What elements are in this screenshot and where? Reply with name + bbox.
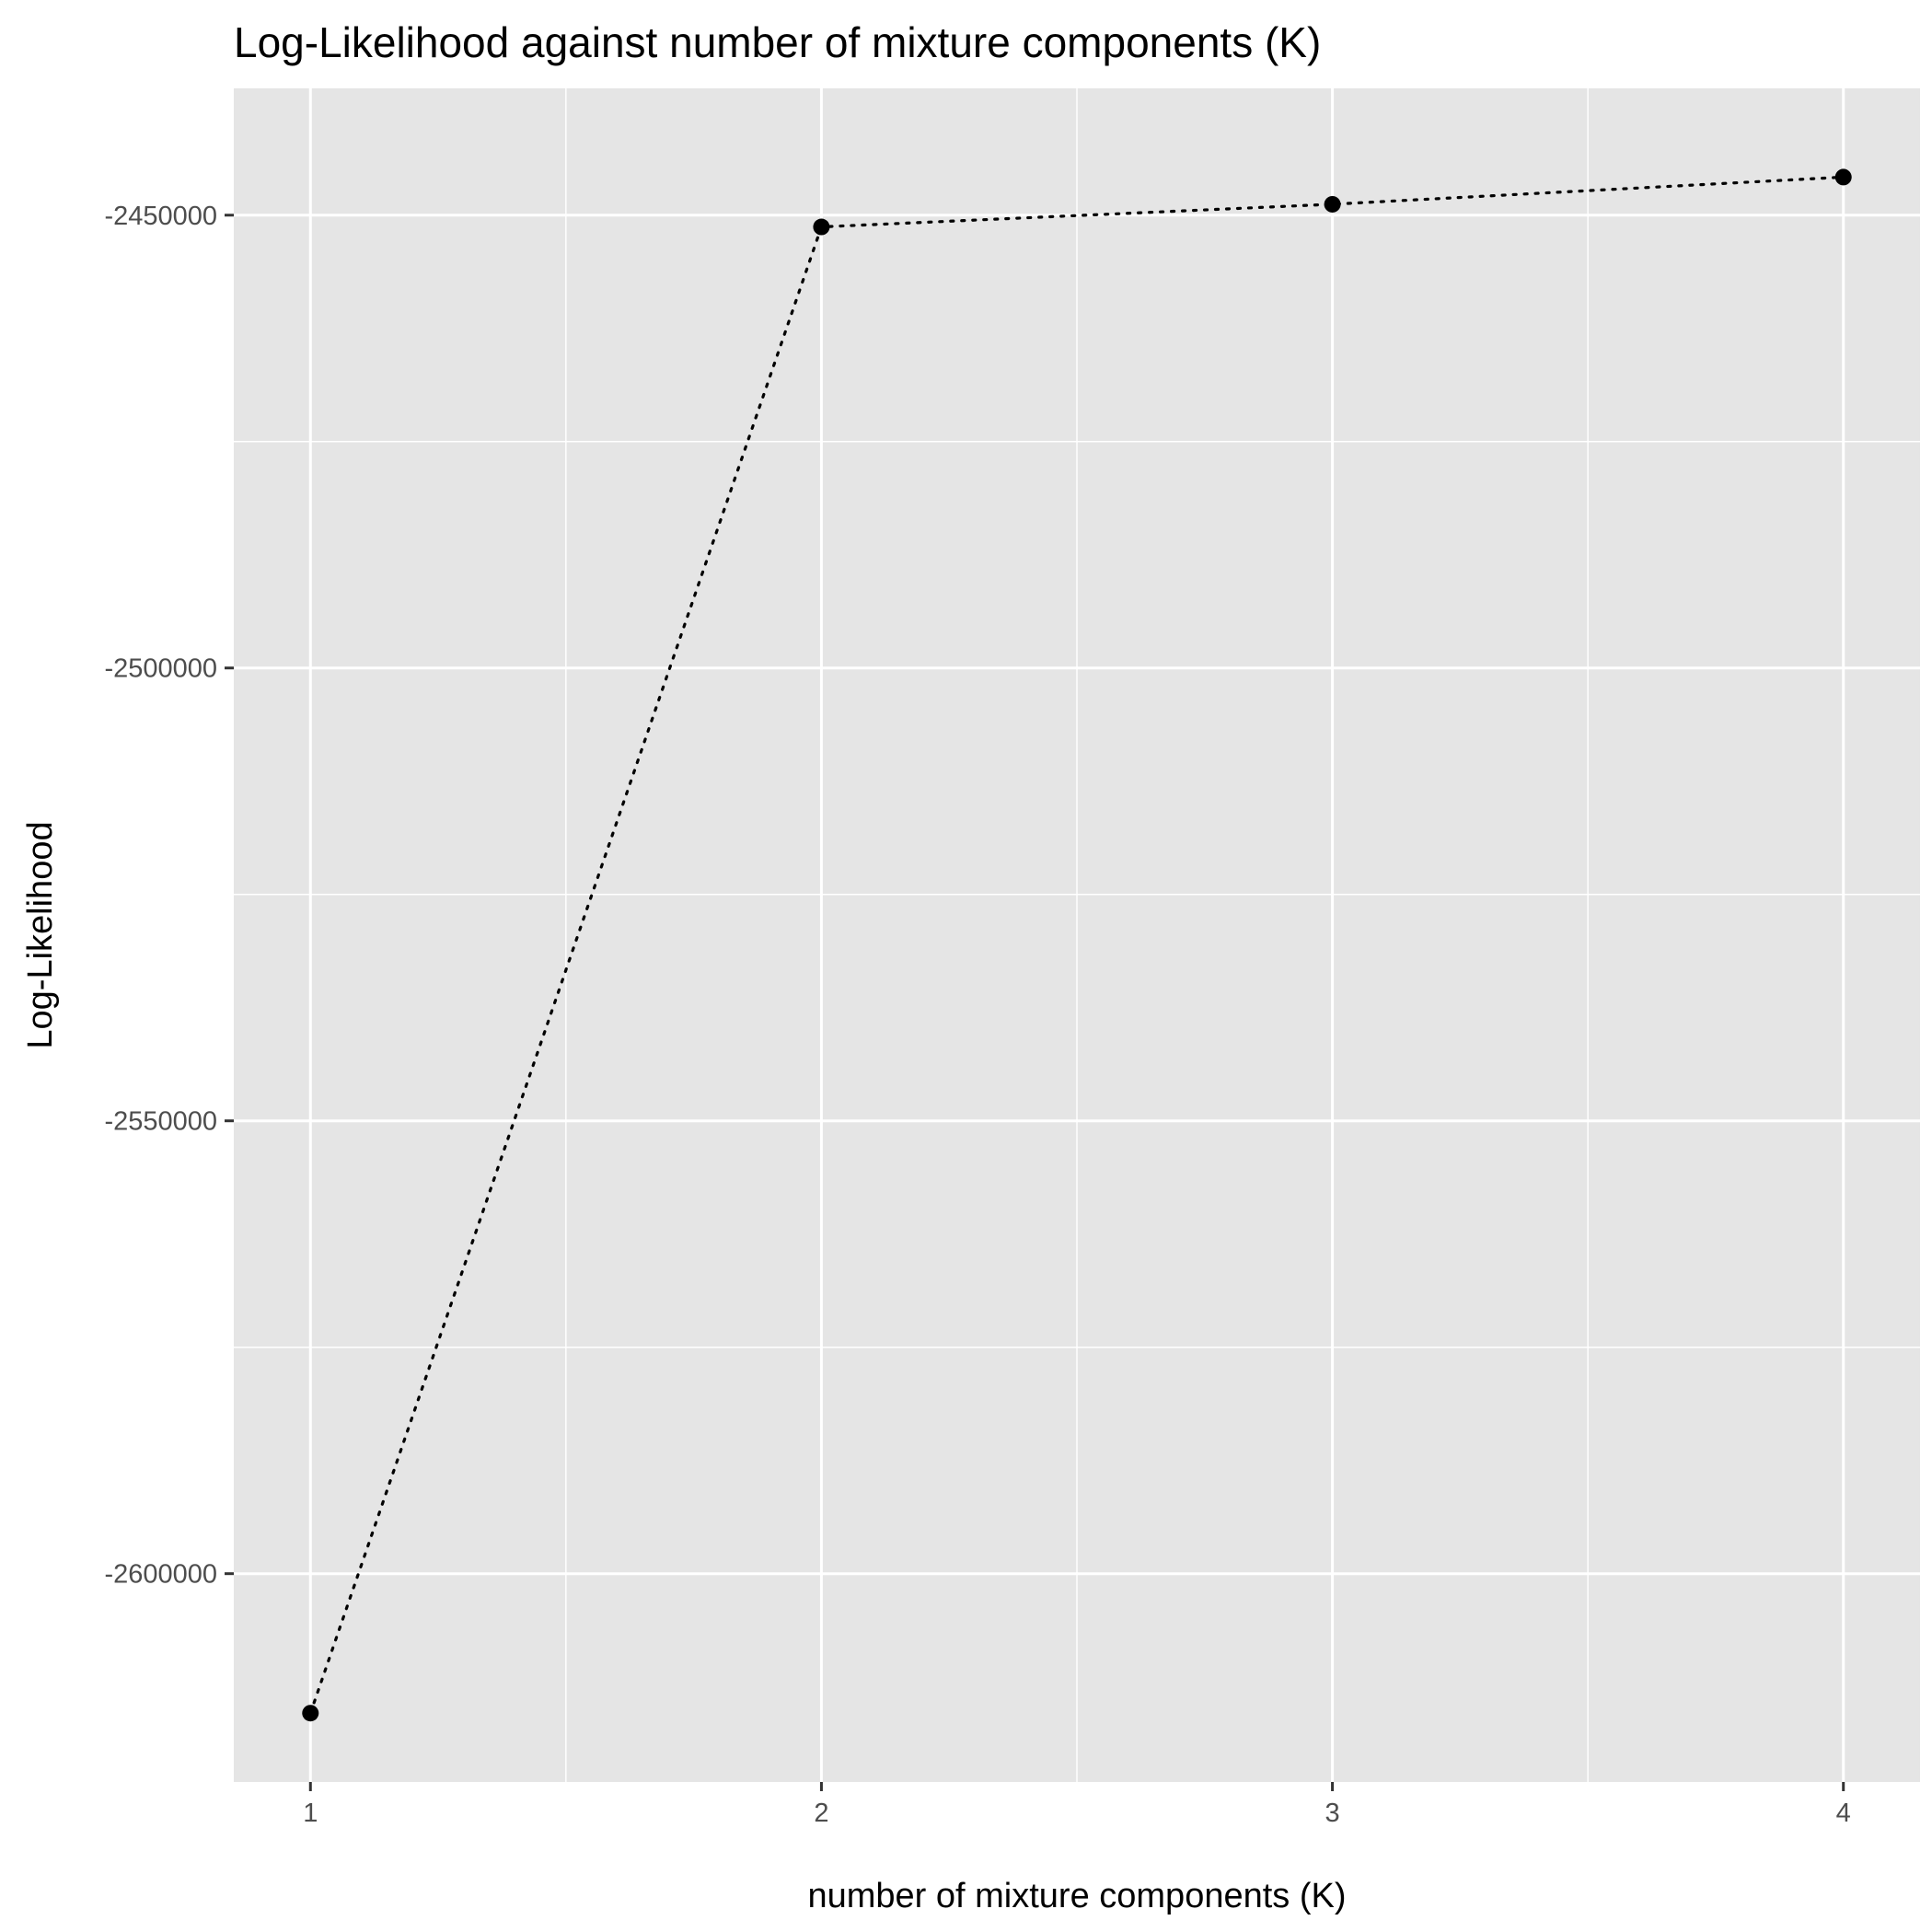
y-tick-label: -2550000: [104, 1107, 217, 1137]
x-tick-label: 1: [303, 1799, 318, 1828]
minor-gridlines: [234, 88, 1920, 1782]
data-point: [813, 218, 830, 236]
y-tick-label: -2500000: [104, 654, 217, 684]
x-tick-label: 2: [814, 1799, 828, 1828]
series-line: [308, 175, 1845, 1715]
x-tick-label: 3: [1325, 1799, 1340, 1828]
y-tick-label: -2600000: [104, 1560, 217, 1590]
x-axis: 1 2 3 4: [303, 1782, 1851, 1828]
data-point: [302, 1705, 319, 1722]
data-point: [1834, 168, 1852, 186]
x-tick-label: 4: [1836, 1799, 1851, 1828]
y-axis-title: Log-Likelihood: [21, 821, 60, 1048]
data-points: [302, 168, 1852, 1722]
y-axis: -2450000 -2500000 -2550000 -2600000: [104, 202, 234, 1590]
x-axis-title: number of mixture components (K): [807, 1877, 1346, 1915]
major-gridlines: [234, 88, 1920, 1782]
chart-title: Log-Likelihood against number of mixture…: [234, 18, 1321, 66]
series-polyline: [308, 175, 1845, 1715]
data-point: [1324, 195, 1341, 213]
y-tick-label: -2450000: [104, 202, 217, 231]
